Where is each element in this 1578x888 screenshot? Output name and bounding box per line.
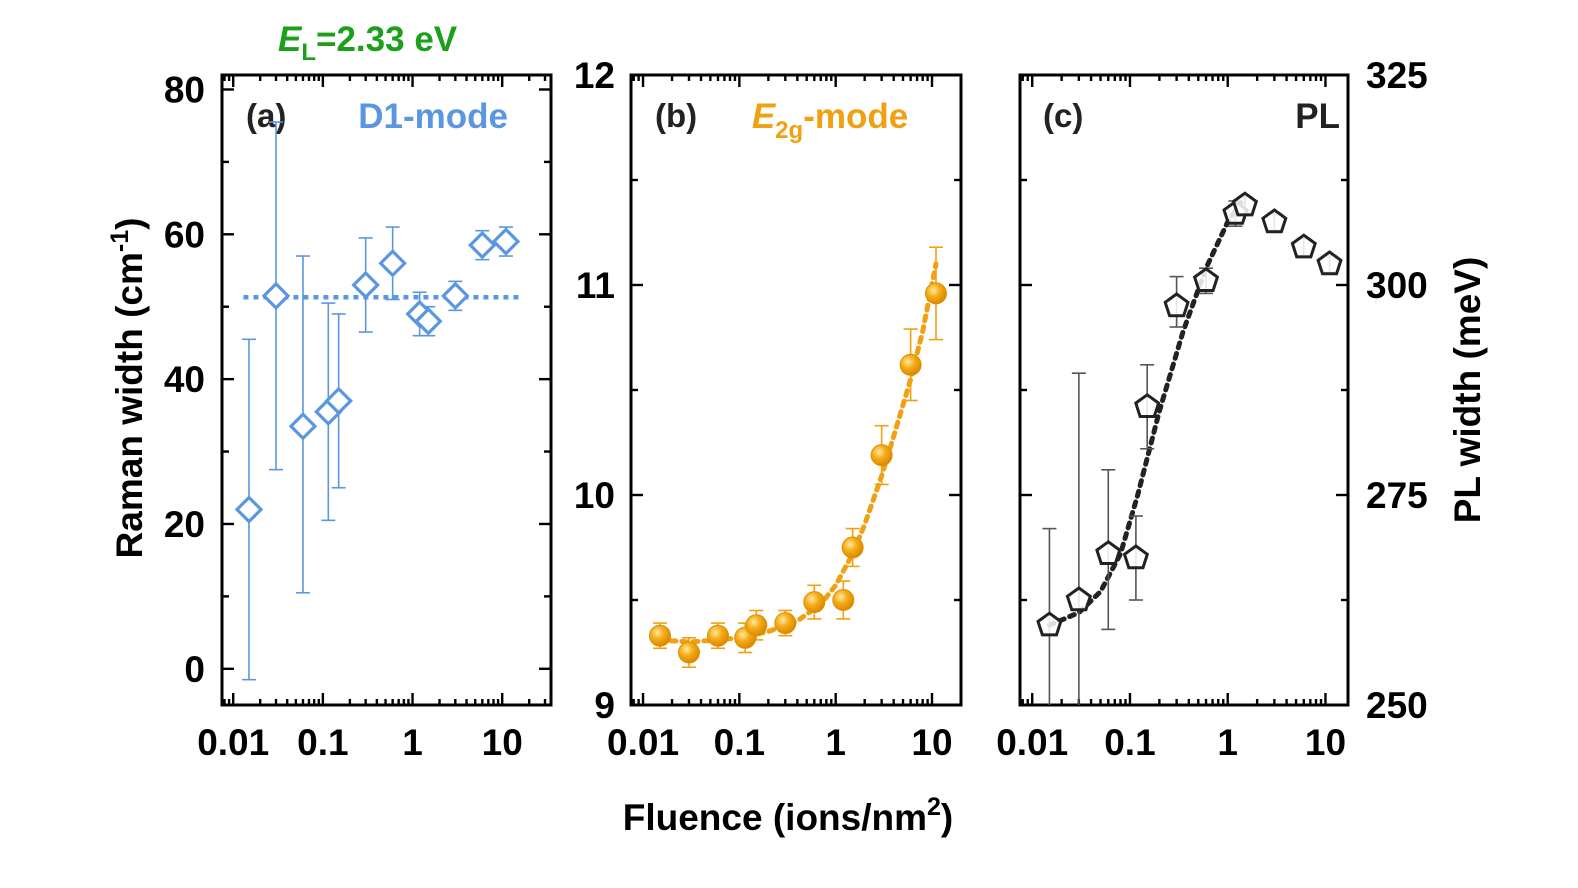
data-point xyxy=(1134,392,1161,418)
data-point xyxy=(1231,191,1259,217)
y-tick-label: 325 xyxy=(1366,55,1428,96)
data-point xyxy=(1192,266,1220,292)
data-point xyxy=(324,386,353,416)
y-tick-label: 80 xyxy=(164,69,205,110)
y-tick-label: 20 xyxy=(164,504,205,545)
raman-width-axis-title: Raman width (cm-1) xyxy=(106,218,150,559)
data-point xyxy=(648,624,671,647)
y-tick-label: 11 xyxy=(576,265,615,306)
data-point xyxy=(745,614,768,637)
y-tick-label: 250 xyxy=(1366,685,1428,726)
error-bars xyxy=(1042,196,1337,705)
panel-c-pl: 0.01 0.1 1 10 250 275 300 325 (c) PL xyxy=(996,55,1428,763)
y-tick-label: 0 xyxy=(184,649,205,690)
data-point xyxy=(288,411,318,441)
data-point xyxy=(899,353,922,376)
data-point xyxy=(841,536,864,559)
data-points xyxy=(234,227,521,524)
data-point xyxy=(1065,586,1093,612)
panel-label: (c) xyxy=(1043,97,1083,134)
data-point xyxy=(1036,611,1063,637)
data-point xyxy=(378,249,407,278)
panel-title: PL xyxy=(1295,97,1340,136)
data-point xyxy=(924,282,947,305)
x-tick-label: 10 xyxy=(1305,722,1346,763)
data-point xyxy=(261,281,291,311)
panel-title: D1-mode xyxy=(358,97,508,136)
panel-title: E2g-mode xyxy=(752,97,908,144)
x-tick-label: 0.1 xyxy=(1104,722,1155,763)
x-tick-label: 0.01 xyxy=(996,722,1068,763)
data-point xyxy=(1261,208,1288,234)
x-tick-label: 1 xyxy=(402,722,423,763)
panel-b-e2g-mode: 0.01 0.1 1 10 9 10 11 12 (b) E2g-mode xyxy=(574,55,963,763)
x-tick-label: 0.1 xyxy=(297,722,348,763)
x-tick-label: 0.01 xyxy=(197,722,269,763)
x-tick-label: 0.1 xyxy=(714,722,765,763)
data-point xyxy=(706,624,729,647)
data-point xyxy=(1163,292,1190,318)
panel-label: (b) xyxy=(655,97,697,134)
error-bars xyxy=(652,246,943,669)
panel-label: (a) xyxy=(246,97,286,134)
data-point xyxy=(803,591,826,614)
plot-frame xyxy=(220,73,553,707)
fluence-axis-title: Fluence (ions/nm2) xyxy=(623,793,954,838)
data-point xyxy=(870,444,893,467)
fit-curve xyxy=(657,261,939,645)
y-tick-label: 275 xyxy=(1366,475,1428,516)
y-tick-label: 9 xyxy=(594,685,615,726)
pl-width-axis-title: PL width (meV) xyxy=(1447,257,1488,524)
data-point xyxy=(1316,250,1343,276)
plot-frame xyxy=(1018,73,1350,707)
data-point xyxy=(234,495,264,524)
data-point xyxy=(351,270,380,300)
data-point xyxy=(468,230,497,260)
y-tick-label: 40 xyxy=(164,359,205,400)
x-tick-label: 1 xyxy=(825,722,846,763)
y-tick-label: 12 xyxy=(574,55,615,96)
plot-frame xyxy=(629,73,963,707)
x-tick-label: 0.01 xyxy=(607,722,679,763)
data-point xyxy=(491,227,521,256)
y-tick-label: 60 xyxy=(164,214,205,255)
panel-a-d1-mode: 0.01 0.1 1 10 0 20 40 60 80 (a) D1-mode xyxy=(164,69,553,763)
y-tick-label: 10 xyxy=(574,475,615,516)
data-point xyxy=(414,306,443,336)
data-points xyxy=(1036,191,1343,637)
data-point xyxy=(1095,539,1122,565)
x-tick-label: 1 xyxy=(1217,722,1238,763)
data-point xyxy=(774,612,797,635)
data-point xyxy=(441,281,470,311)
data-point xyxy=(1122,544,1150,570)
error-bars xyxy=(241,121,513,681)
data-points xyxy=(648,282,947,664)
data-point xyxy=(832,589,855,611)
x-tick-label: 10 xyxy=(482,722,523,763)
data-point xyxy=(1290,233,1317,259)
data-point xyxy=(677,641,700,664)
x-tick-label: 10 xyxy=(911,722,952,763)
y-tick-label: 300 xyxy=(1366,265,1428,306)
excitation-energy-label: EL=2.33 eV xyxy=(278,20,458,66)
